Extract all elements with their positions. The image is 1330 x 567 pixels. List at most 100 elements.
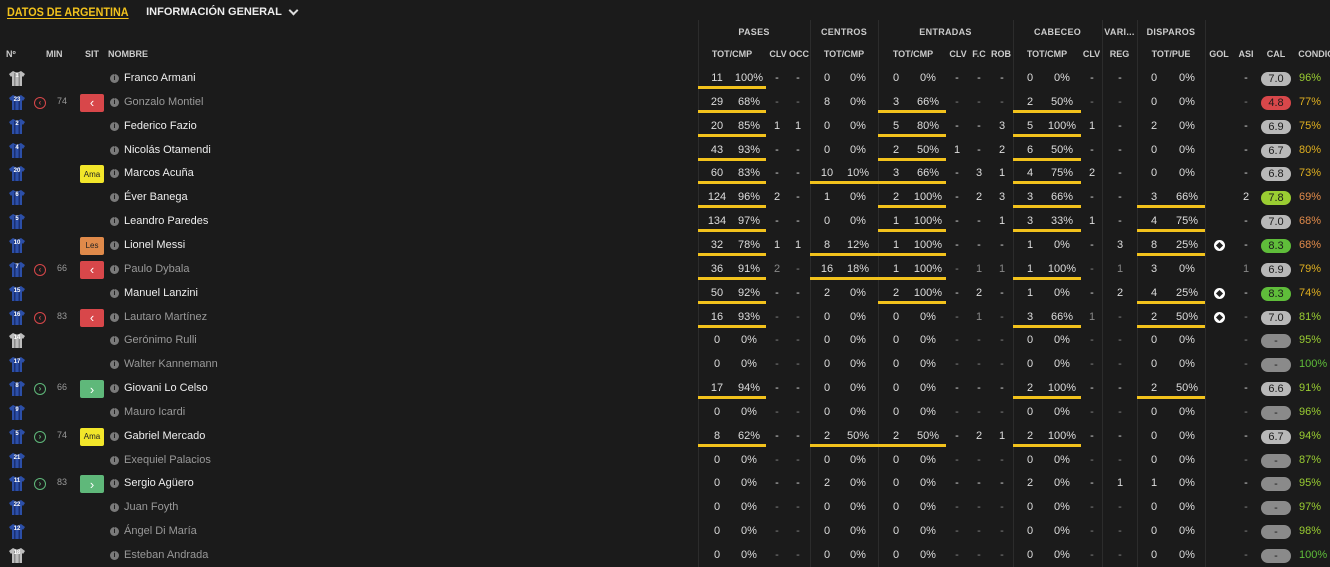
player-info-icon[interactable]: i	[110, 360, 119, 370]
player-info-icon[interactable]: i	[110, 74, 119, 83]
condition-value: 96%	[1299, 72, 1322, 84]
player-info-icon[interactable]: i	[110, 336, 119, 346]
dribbles: -	[1118, 72, 1122, 84]
rating-pill: 6.8	[1261, 167, 1291, 182]
player-row[interactable]: 6 i Éver Banega 124 96% 2-1 0% 2 100% -2 3 3 66% - -3 6…	[0, 186, 1330, 210]
player-name[interactable]: Federico Fazio	[124, 119, 197, 132]
column-header-8[interactable]: TOT/CMP	[892, 49, 934, 59]
column-header-5[interactable]: CLV	[769, 49, 787, 59]
column-header-10[interactable]: F.C	[972, 49, 986, 59]
condition-value: 68%	[1299, 238, 1322, 251]
ent-bar	[878, 109, 946, 113]
column-header-6[interactable]: OCC	[789, 49, 809, 59]
column-header-1[interactable]: MIN	[46, 49, 63, 59]
headers-total: 3	[1026, 191, 1034, 204]
player-info-icon[interactable]: i	[110, 240, 119, 250]
player-name[interactable]: Nicolás Otamendi	[124, 143, 211, 156]
view-selector[interactable]: INFORMACIÓN GENERAL	[146, 5, 299, 18]
player-info-icon[interactable]: i	[110, 145, 119, 155]
column-header-15[interactable]: TOT/PUE	[1151, 49, 1191, 59]
player-info-icon[interactable]: i	[110, 312, 119, 322]
player-info-icon[interactable]: i	[110, 169, 119, 179]
player-name[interactable]: Juan Foyth	[124, 501, 179, 514]
column-header-17[interactable]: ASI	[1238, 49, 1254, 59]
player-row[interactable]: 23 ‹ 74 ‹ i Gonzalo Montiel 29 68% - - 8 0% 3 66% - - - 2…	[0, 91, 1330, 115]
player-info-icon[interactable]: i	[110, 97, 119, 107]
player-info-icon[interactable]: i	[110, 503, 119, 513]
page-title[interactable]: DATOS DE ARGENTINA	[7, 5, 129, 19]
player-info-icon[interactable]: i	[110, 264, 119, 274]
player-info-icon[interactable]: i	[110, 551, 119, 560]
player-info-icon[interactable]: i	[110, 288, 119, 298]
headers-total: 0	[1026, 549, 1034, 561]
player-row[interactable]: 21 i Exequiel Palacios 0 0% - -0 0% 0 0% - - -0 0% - -0…	[0, 449, 1330, 473]
player-info-icon[interactable]: i	[110, 193, 119, 203]
player-row[interactable]: 1 i Franco Armani 11 100% - -0 0% 0 0% - - -0 0% - -0 0%…	[0, 67, 1330, 91]
column-header-19[interactable]: CONDIC	[1298, 49, 1330, 59]
substitution-out-badge: ‹	[80, 260, 104, 279]
player-row[interactable]: 15 i Manuel Lanzini 50 92% - -2 0% 2 100% -2-1 0% -2…	[0, 282, 1330, 306]
player-name[interactable]: Gabriel Mercado	[124, 429, 206, 442]
player-name[interactable]: Sergio Agüero	[124, 477, 194, 490]
player-row[interactable]: 7 ‹ 66 ‹ i Paulo Dybala 36 91% 2-16 18% 1 100% -1 1 1 1…	[0, 258, 1330, 282]
player-row[interactable]: 22 i Juan Foyth 0 0% - -0 0% 0 0% - - -0 0% - -0 0% - -97%	[0, 496, 1330, 520]
column-header-11[interactable]: ROB	[991, 49, 1011, 59]
tackles-key: -	[955, 477, 959, 490]
player-name[interactable]: Esteban Andrada	[124, 549, 209, 561]
player-row[interactable]: 5 › 74 Ama i Gabriel Mercado 8 62% - -2 50% 2 50% -2 1…	[0, 425, 1330, 449]
player-row[interactable]: 4 i Nicolás Otamendi 43 93% - - 0 0% 2 50% 1 - 2 6 50% -…	[0, 139, 1330, 163]
column-header-3[interactable]: NOMBRE	[108, 49, 148, 59]
player-info-icon[interactable]: i	[110, 431, 119, 441]
player-info-icon[interactable]: i	[110, 217, 119, 227]
player-name[interactable]: Manuel Lanzini	[124, 286, 198, 299]
rating-pill: 6.9	[1261, 119, 1291, 134]
player-row[interactable]: 9 i Mauro Icardi 0 0% - -0 0% 0 0% - - -0 0% - -0 0% - -96…	[0, 401, 1330, 425]
player-name[interactable]: Paulo Dybala	[124, 262, 190, 275]
player-name[interactable]: Lautaro Martínez	[124, 310, 208, 323]
column-header-4[interactable]: TOT/CMP	[711, 49, 753, 59]
player-info-icon[interactable]: i	[110, 479, 119, 489]
player-name[interactable]: Franco Armani	[124, 72, 196, 84]
player-row[interactable]: 5 i Leandro Paredes 134 97% - -0 0% 1 100% - -1 3 33%…	[0, 210, 1330, 234]
player-row[interactable]: 10 Les i Lionel Messi 32 78% 1 1 8 12% 1 100% - - -1 0%…	[0, 234, 1330, 258]
player-name[interactable]: Ángel Di María	[124, 525, 197, 538]
player-name[interactable]: Éver Banega	[124, 191, 188, 204]
player-row[interactable]: 17 i Walter Kannemann 0 0% - -0 0% 0 0% - - -0 0% - -0 0…	[0, 353, 1330, 377]
player-info-icon[interactable]: i	[110, 455, 119, 465]
column-header-7[interactable]: TOT/CMP	[823, 49, 865, 59]
passes-chances: -	[796, 215, 800, 228]
player-info-icon[interactable]: i	[110, 407, 119, 417]
player-row[interactable]: 12 i Ángel Di María 0 0% - -0 0% 0 0% - - -0 0% - -0 0% -…	[0, 520, 1330, 544]
column-header-2[interactable]: SIT	[85, 49, 100, 59]
player-row[interactable]: 8 › 66 › i Giovani Lo Celso 17 94% - -0 0% 0 0% - - -2 1…	[0, 377, 1330, 401]
player-name[interactable]: Lionel Messi	[124, 238, 186, 251]
player-info-icon[interactable]: i	[110, 121, 119, 131]
column-header-9[interactable]: CLV	[949, 49, 967, 59]
column-header-16[interactable]: GOL	[1209, 49, 1229, 59]
player-name[interactable]: Exequiel Palacios	[124, 453, 211, 466]
player-name[interactable]: Walter Kannemann	[124, 358, 218, 371]
player-info-icon[interactable]: i	[110, 384, 119, 394]
player-info-icon[interactable]: i	[110, 527, 119, 537]
column-header-14[interactable]: REG	[1109, 49, 1130, 59]
player-name[interactable]: Gonzalo Montiel	[124, 95, 204, 108]
passes-key: -	[775, 95, 779, 108]
player-name[interactable]: Leandro Paredes	[124, 215, 209, 228]
subbed-on-icon: ›	[34, 383, 46, 396]
player-row[interactable]: 2 i Federico Fazio 20 85% 1 1 0 0% 5 80% - -3 5 100% 1-…	[0, 115, 1330, 139]
player-row[interactable]: 11 › 83 › i Sergio Agüero 0 0% - -2 0% 0 0% - - -2 0% -1 1…	[0, 472, 1330, 496]
player-name[interactable]: Marcos Acuña	[124, 167, 194, 180]
player-name[interactable]: Gerónimo Rulli	[124, 334, 197, 347]
shots-total: 4	[1150, 286, 1158, 299]
player-name[interactable]: Mauro Icardi	[124, 405, 186, 418]
column-header-13[interactable]: CLV	[1082, 49, 1101, 59]
player-row[interactable]: 16 ‹ 83 ‹ i Lautaro Martínez 16 93% - - 0 0% 0 0% - 1 - 3…	[0, 306, 1330, 330]
assists: -	[1244, 477, 1248, 490]
column-header-18[interactable]: CAL	[1266, 49, 1286, 59]
player-row[interactable]: 14 i Gerónimo Rulli 0 0% - -0 0% 0 0% - - -0 0% - -0 0% -…	[0, 329, 1330, 353]
column-header-0[interactable]: Nº	[6, 49, 16, 59]
player-row[interactable]: 20 Ama i Marcos Acuña 60 83% - -10 10% 3 66% -3 1 4 75…	[0, 162, 1330, 186]
player-row[interactable]: 18 i Esteban Andrada 0 0% - - 0 0% 0 0% - - - 0 0% - - 0 0%…	[0, 544, 1330, 567]
column-header-12[interactable]: TOT/CMP	[1026, 49, 1068, 59]
player-name[interactable]: Giovani Lo Celso	[124, 382, 208, 395]
